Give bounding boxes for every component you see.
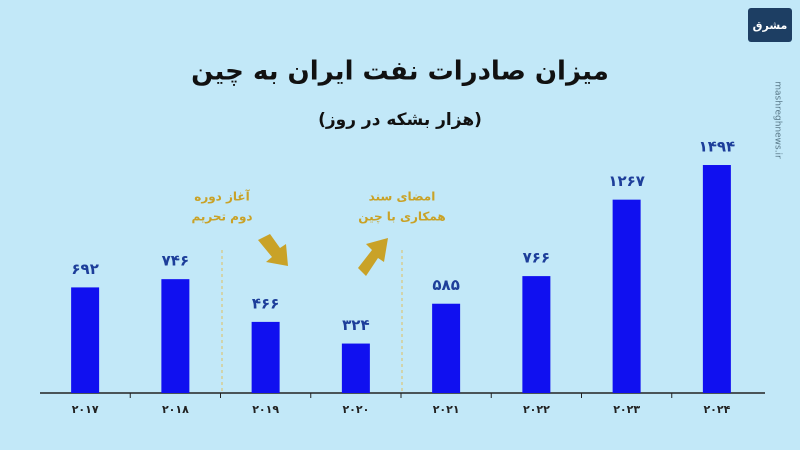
x-tick-label: ۲۰۲۴ (703, 403, 730, 416)
bar (702, 165, 731, 393)
value-label: ۱۲۶۷ (608, 172, 645, 190)
chart-subtitle: (هزار بشکه در روز) (318, 110, 482, 130)
watermark: mashreghnews.ir (773, 81, 783, 159)
bar (161, 279, 190, 393)
x-tick-label: ۲۰۲۳ (613, 403, 640, 416)
value-label: ۶۹۲ (71, 260, 98, 278)
value-label: ۳۲۴ (342, 316, 369, 334)
arrow-up (358, 238, 388, 276)
x-tick-label: ۲۰۱۷ (72, 403, 99, 416)
annotation: امضای سند (369, 190, 436, 204)
bar (251, 321, 280, 393)
x-tick-label: ۲۰۲۲ (523, 403, 550, 416)
value-label: ۷۴۶ (162, 252, 189, 270)
bar (522, 276, 551, 393)
arrow-down (258, 234, 288, 266)
bar (612, 199, 641, 393)
x-tick-label: ۲۰۱۸ (162, 403, 189, 416)
chart-title: میزان صادرات نفت ایران به چین (191, 57, 609, 87)
logo: مشرق (753, 19, 788, 32)
value-label: ۱۴۹۴ (699, 138, 736, 156)
bar (71, 287, 100, 393)
annotation: آغاز دوره (194, 189, 250, 205)
annotation: همکاری با چین (358, 210, 445, 224)
x-tick-label: ۲۰۲۱ (433, 403, 460, 416)
bar (432, 303, 461, 393)
annotation: دوم تحریم (191, 210, 252, 225)
value-label: ۴۶۶ (252, 294, 279, 312)
value-label: ۷۶۶ (523, 249, 550, 267)
x-tick-label: ۲۰۲۰ (342, 403, 369, 416)
logo-box (748, 8, 792, 42)
bar (341, 343, 370, 393)
x-tick-label: ۲۰۱۹ (252, 403, 279, 416)
value-label: ۵۸۵ (432, 276, 459, 294)
